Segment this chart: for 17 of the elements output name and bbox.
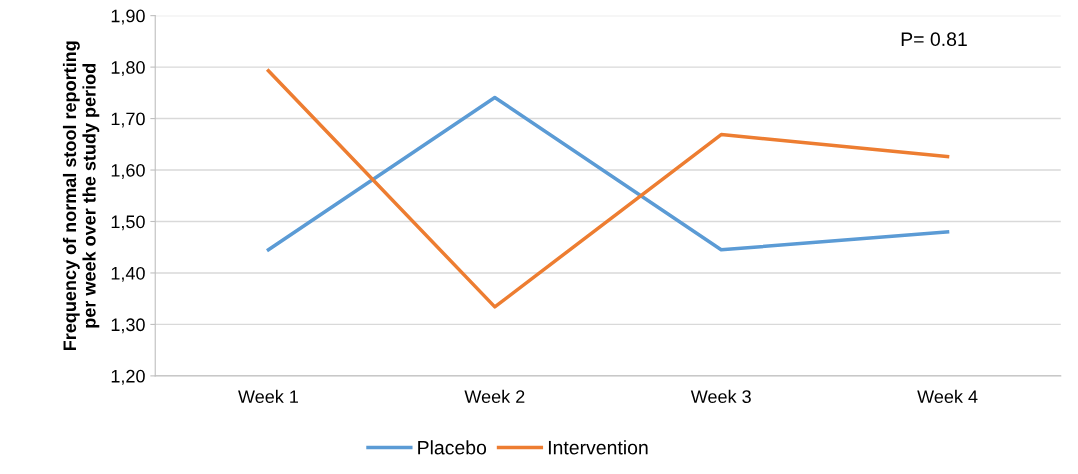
y-tick-label: 1,60: [111, 163, 145, 179]
y-axis-title: Frequency of normal stool reporting per week over the study period: [62, 41, 100, 351]
y-tick-label: 1,20: [111, 369, 145, 385]
y-tick-label: 1,70: [111, 112, 145, 128]
annotation: P= 0.81: [901, 32, 967, 47]
line-series: [266, 68, 950, 309]
x-tick-label: Week 3: [690, 389, 751, 404]
legend-label: Intervention: [548, 440, 648, 455]
x-tick-label: Week 1: [238, 389, 298, 404]
y-tick-label: 1,80: [111, 61, 145, 76]
y-tick-label: 1,30: [111, 318, 145, 334]
legend-label: Placebo: [418, 440, 487, 455]
y-tick-label: 1,50: [111, 215, 145, 231]
y-tick-label: 1,40: [111, 266, 145, 282]
x-tick-label: Week 2: [464, 389, 525, 404]
x-tick-label: Week 4: [917, 389, 978, 404]
y-tick-label: 1,90: [111, 9, 145, 25]
